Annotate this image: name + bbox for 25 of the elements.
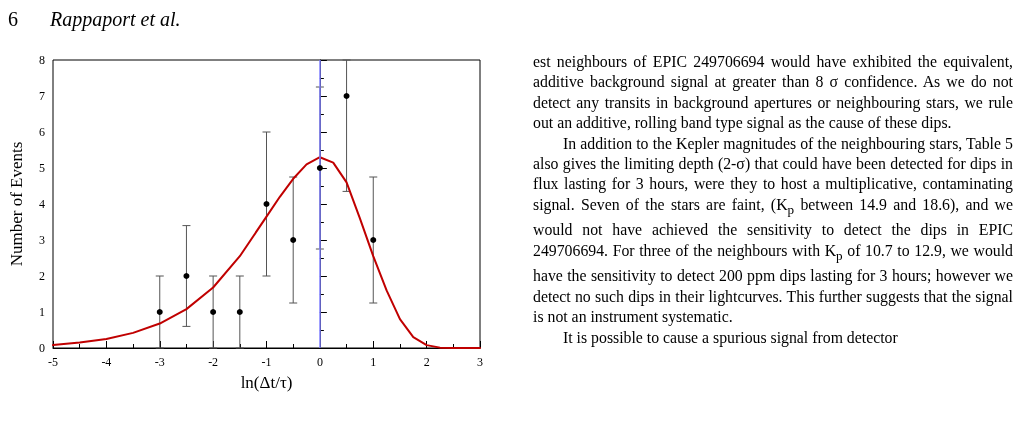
text: In addition to the Kepler magnitudes of the neighbouring stars, Table 5 also gives the limiting depth (2-σ) that could have been detected for dips in flux lasting for 3 hours, were they to host a multiplicative, contaminating signal. Seven of the stars are faint, (K$_{p}$ between 14.9 and 18.6), and we would not have achieved the sensitivity to detect the dips in EPIC 249706694. For three of the neighbours with K$_{p}$ of 10.7 to 12.9, we would have the sensitivity to detect 200 ppm dips lasting for 3 hours; however we detect no such dips in their lightcurves. This further suggests that the signal is not an instrument systematic. [533, 134, 1014, 326]
y-tick-label: 3 [39, 233, 45, 247]
text: It is possible to cause a spurious signal from detector [562, 327, 899, 348]
x-tick-label: 3 [477, 355, 483, 369]
y-axis-title: Number of Events [7, 141, 26, 267]
x-tick-label: -5 [48, 355, 58, 369]
y-tick-label: 4 [39, 197, 45, 211]
y-tick-label: 5 [39, 161, 45, 175]
x-tick-label: -4 [101, 355, 112, 369]
y-tick-label: 6 [39, 125, 45, 139]
y-tick-label: 7 [39, 89, 45, 103]
text: 6 [8, 8, 18, 30]
x-tick-label: -3 [154, 355, 165, 369]
y-tick-label: 1 [39, 305, 45, 319]
x-tick-label: -1 [261, 355, 272, 369]
x-tick-label: 0 [316, 355, 323, 369]
x-tick-label: 2 [423, 355, 430, 369]
x-axis-title: ln(Δt/τ) [240, 373, 293, 392]
text: est neighbours of EPIC 249706694 would have exhibited the equivalent, additive background signal at greater than 8 σ confidence. As we do not detect any transits in background apertures or neighbouring stars, we rule out an additive, rolling band type signal as the cause of these dips. [533, 52, 1013, 134]
y-tick-label: 2 [39, 269, 45, 283]
text: Rappaport et al. [50, 8, 181, 30]
y-tick-label: 0 [39, 341, 45, 355]
x-tick-label: 1 [370, 355, 377, 369]
x-tick-label: -2 [208, 355, 219, 369]
y-tick-label: 8 [39, 53, 45, 67]
